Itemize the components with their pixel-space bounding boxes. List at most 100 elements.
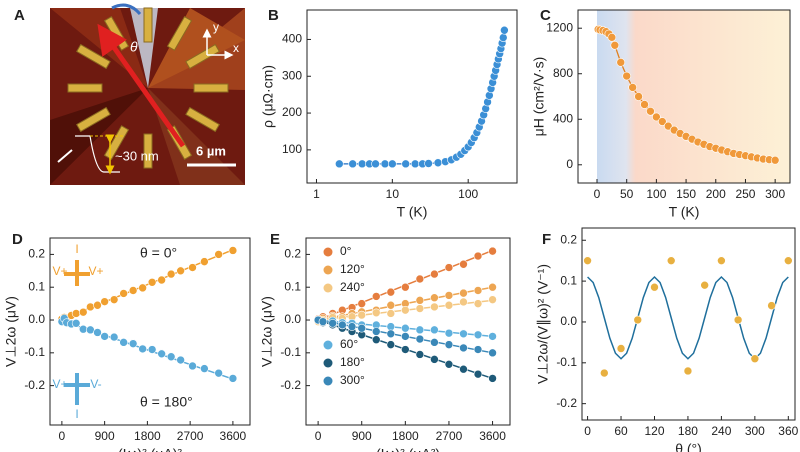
panel-label: D <box>12 231 23 248</box>
point <box>371 159 380 169</box>
legend-label: 0° <box>340 244 352 258</box>
y-axis-label: ρ (μΩ·cm) <box>260 65 276 128</box>
point <box>415 334 425 344</box>
point <box>646 106 655 116</box>
point <box>488 332 497 341</box>
legend-marker <box>323 283 333 293</box>
legend-label: 60° <box>340 337 358 351</box>
y-tick-label: -0.2 <box>24 378 45 392</box>
point <box>628 83 637 92</box>
x-tick-label: 3600 <box>479 429 506 443</box>
point <box>433 158 443 168</box>
x-tick-label: 2700 <box>177 429 204 443</box>
point <box>663 121 673 131</box>
panel-label: E <box>270 231 280 248</box>
y-tick-label: 0.2 <box>560 232 577 246</box>
point <box>430 293 439 303</box>
point <box>410 159 420 169</box>
x-tick-label: 100 <box>458 187 478 201</box>
point <box>488 374 497 383</box>
x-tick-label: 3600 <box>220 429 247 443</box>
y-tick-label: 0.1 <box>284 279 301 293</box>
point <box>86 302 95 312</box>
point <box>784 256 793 265</box>
point <box>622 71 631 81</box>
point <box>128 286 138 295</box>
y-tick-label: -0.1 <box>24 345 45 359</box>
point <box>459 259 468 269</box>
panel-label: A <box>14 7 25 24</box>
point <box>401 323 410 333</box>
point <box>228 374 238 383</box>
x-tick-label: 180 <box>678 424 698 438</box>
y-tick-label: 0.0 <box>28 312 45 326</box>
annotation: I <box>75 242 78 256</box>
point <box>371 308 381 318</box>
point <box>71 309 81 318</box>
annotation: θ = 0° <box>140 245 177 261</box>
point <box>93 328 102 337</box>
y-axis-label: V⊥2ω (μV) <box>3 296 19 367</box>
annotation: I <box>75 407 78 421</box>
x-tick-label: 100 <box>646 187 666 201</box>
x-tick-label: 1800 <box>134 429 161 443</box>
point <box>424 159 433 168</box>
point <box>767 301 776 310</box>
point <box>386 287 396 297</box>
x-tick-label: 0 <box>584 424 591 438</box>
x-tick-label: 0 <box>315 429 322 443</box>
point <box>444 300 454 310</box>
point <box>444 291 454 300</box>
point <box>109 295 119 304</box>
y-axis-label: V⊥2ω/(V∥ω)² (V⁻¹) <box>535 264 551 384</box>
point <box>415 304 425 313</box>
y-tick-label: 400 <box>282 32 302 46</box>
point <box>176 355 185 365</box>
plot-frame <box>306 9 518 184</box>
point <box>473 286 483 295</box>
point <box>459 329 468 339</box>
point <box>119 289 128 298</box>
legend-label: 300° <box>340 373 365 387</box>
y-tick-label: 100 <box>282 142 302 156</box>
point <box>176 266 185 276</box>
point <box>459 297 468 307</box>
y-tick-label: 0.2 <box>28 247 45 261</box>
point <box>500 25 509 35</box>
point <box>157 349 166 359</box>
point <box>459 364 468 374</box>
point <box>138 344 147 354</box>
point <box>473 299 483 308</box>
point <box>640 100 649 109</box>
y-tick-label: 0.1 <box>560 273 577 287</box>
annotation: V+ <box>88 264 103 278</box>
x-tick-label: 10 <box>386 187 400 201</box>
y-tick-label: 0.2 <box>284 247 301 261</box>
point <box>147 277 157 287</box>
point <box>770 155 780 165</box>
point <box>634 92 643 101</box>
x-axis-label: (Iω)² (μA²) <box>376 446 440 452</box>
y-tick-label: 800 <box>553 66 573 80</box>
point <box>357 299 367 308</box>
legend-marker <box>323 340 333 350</box>
axis-y-label: y <box>213 20 219 34</box>
point <box>488 295 497 304</box>
point <box>473 369 483 379</box>
point <box>473 345 483 354</box>
x-tick-label: 60 <box>614 424 628 438</box>
x-tick-label: 300 <box>745 424 765 438</box>
point <box>415 296 425 305</box>
y-tick-label: -0.1 <box>280 345 301 359</box>
point <box>683 366 693 376</box>
point <box>386 329 396 339</box>
y-tick-label: 400 <box>553 111 573 125</box>
x-tick-label: 50 <box>620 187 634 201</box>
point <box>666 256 676 265</box>
point <box>444 328 454 338</box>
panel-label: F <box>542 231 551 248</box>
point <box>444 263 454 272</box>
x-tick-label: 900 <box>95 429 115 443</box>
point <box>488 282 497 292</box>
